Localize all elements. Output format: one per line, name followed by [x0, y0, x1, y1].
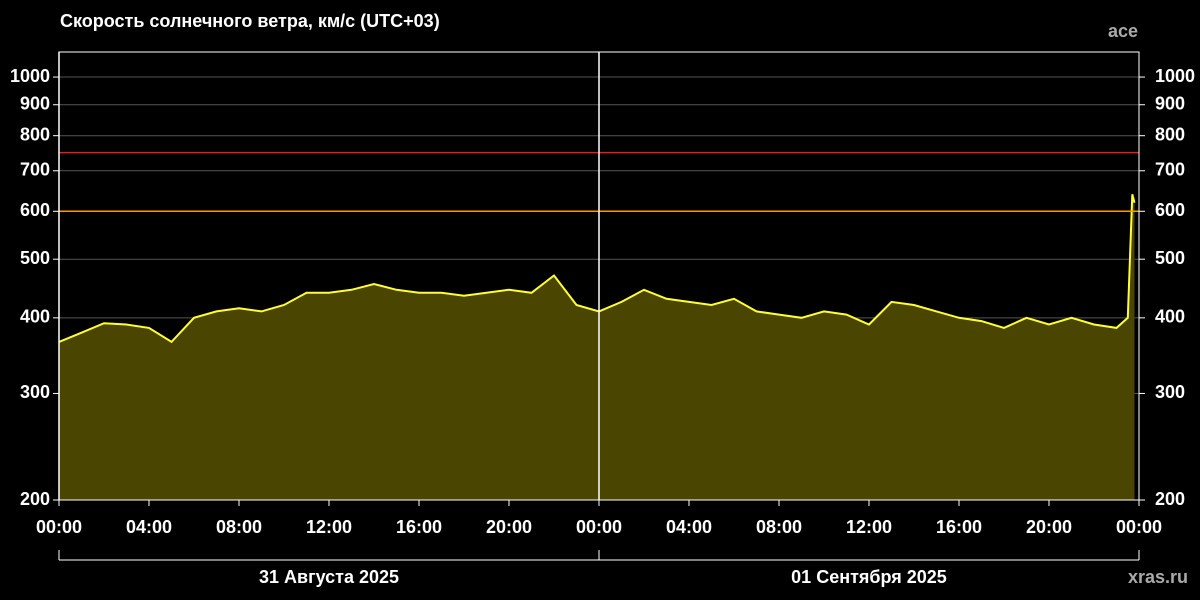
x-tick-label: 00:00: [576, 517, 622, 537]
date-label: 01 Сентября 2025: [791, 567, 947, 587]
watermark: xras.ru: [1128, 567, 1188, 587]
y-tick-label: 700: [1155, 160, 1185, 180]
date-label: 31 Августа 2025: [259, 567, 399, 587]
x-tick-label: 16:00: [936, 517, 982, 537]
y-tick-label: 600: [20, 200, 50, 220]
x-tick-label: 08:00: [756, 517, 802, 537]
y-tick-label: 1000: [10, 66, 50, 86]
y-tick-label: 500: [20, 248, 50, 268]
y-tick-label: 300: [1155, 382, 1185, 402]
area: [59, 194, 1135, 501]
x-tick-label: 00:00: [36, 517, 82, 537]
line: [58, 194, 1136, 344]
x-tick-label: 20:00: [1026, 517, 1072, 537]
y-tick-label: 200: [1155, 489, 1185, 509]
source-label: ace: [1108, 21, 1138, 41]
y-tick-label: 700: [20, 160, 50, 180]
x-tick-label: 04:00: [666, 517, 712, 537]
y-tick-label: 800: [1155, 124, 1185, 144]
x-tick-label: 16:00: [396, 517, 442, 537]
y-tick-label: 300: [20, 382, 50, 402]
y-tick-label: 500: [1155, 248, 1185, 268]
chart-title: Скорость солнечного ветра, км/с (UTC+03): [60, 11, 440, 31]
y-tick-label: 1000: [1155, 66, 1195, 86]
y-tick-label: 900: [20, 93, 50, 113]
x-tick-label: 12:00: [846, 517, 892, 537]
x-tick-label: 04:00: [126, 517, 172, 537]
y-tick-label: 400: [20, 307, 50, 327]
y-tick-label: 900: [1155, 93, 1185, 113]
x-tick-label: 00:00: [1116, 517, 1162, 537]
y-tick-label: 800: [20, 124, 50, 144]
y-tick-label: 400: [1155, 307, 1185, 327]
x-tick-label: 12:00: [306, 517, 352, 537]
x-tick-label: 20:00: [486, 517, 532, 537]
x-tick-label: 08:00: [216, 517, 262, 537]
y-tick-label: 200: [20, 489, 50, 509]
y-tick-label: 600: [1155, 200, 1185, 220]
